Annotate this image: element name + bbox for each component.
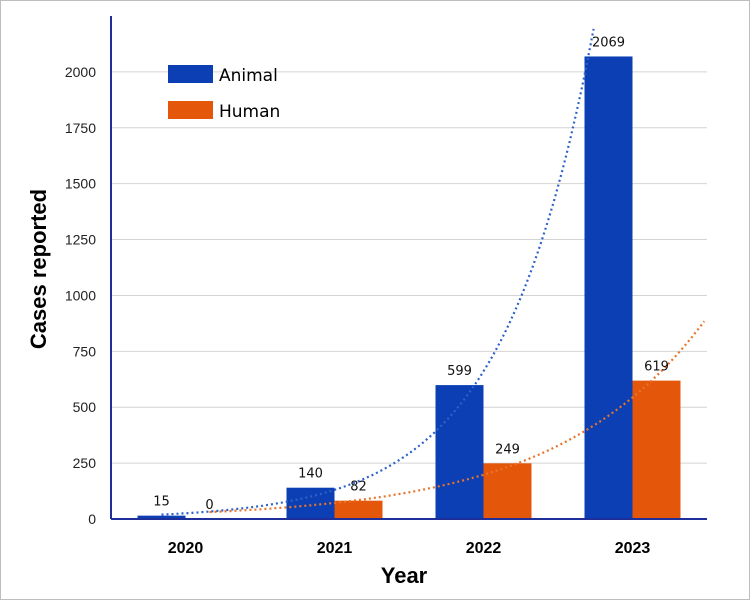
gridlines — [111, 71, 707, 464]
x-tick-2022: 2022 — [466, 540, 502, 557]
legend: Animal Human — [168, 65, 280, 122]
x-tick-2021: 2021 — [317, 540, 353, 557]
y-tick-500: 500 — [73, 399, 97, 415]
data-label-animal-2020: 15 — [153, 495, 170, 510]
data-label-animal-2021: 140 — [298, 467, 323, 482]
x-tick-2020: 2020 — [168, 540, 204, 557]
x-tick-2023: 2023 — [615, 540, 651, 557]
legend-swatch-human — [168, 101, 213, 119]
y-tick-1750: 1750 — [65, 120, 96, 136]
x-axis-title: Year — [381, 563, 428, 588]
y-tick-labels: 0 250 500 750 1000 1250 1500 1750 2000 — [65, 64, 96, 527]
data-label-human-2023: 619 — [644, 360, 669, 375]
bar-animal-2022 — [435, 385, 484, 519]
data-label-human-2020: 0 — [205, 498, 213, 513]
legend-label-animal: Animal — [219, 66, 278, 86]
data-labels: 15 0 140 82 599 249 2069 619 — [153, 35, 669, 513]
trendlines — [161, 28, 706, 516]
data-label-animal-2023: 2069 — [592, 35, 625, 50]
bar-animal-2023 — [584, 56, 633, 519]
bar-animal-2020 — [137, 515, 186, 519]
bars — [137, 56, 681, 519]
y-tick-250: 250 — [73, 455, 97, 471]
y-tick-2000: 2000 — [65, 64, 96, 80]
data-label-animal-2022: 599 — [447, 364, 472, 379]
y-tick-750: 750 — [73, 343, 97, 359]
axes — [110, 16, 707, 520]
y-axis-title: Cases reported — [26, 189, 51, 349]
x-tick-labels: 2020 2021 2022 2023 — [168, 540, 651, 557]
data-label-human-2022: 249 — [495, 442, 520, 457]
legend-label-human: Human — [219, 102, 280, 122]
data-label-human-2021: 82 — [350, 480, 367, 495]
bar-animal-2021 — [286, 487, 335, 519]
bar-human-2021 — [334, 500, 383, 519]
y-tick-1250: 1250 — [65, 232, 96, 248]
y-tick-0: 0 — [88, 511, 96, 527]
y-tick-1500: 1500 — [65, 176, 96, 192]
y-tick-1000: 1000 — [65, 287, 96, 303]
legend-swatch-animal — [168, 65, 213, 83]
trendline-animal — [161, 28, 595, 516]
bar-human-2023 — [632, 380, 681, 519]
